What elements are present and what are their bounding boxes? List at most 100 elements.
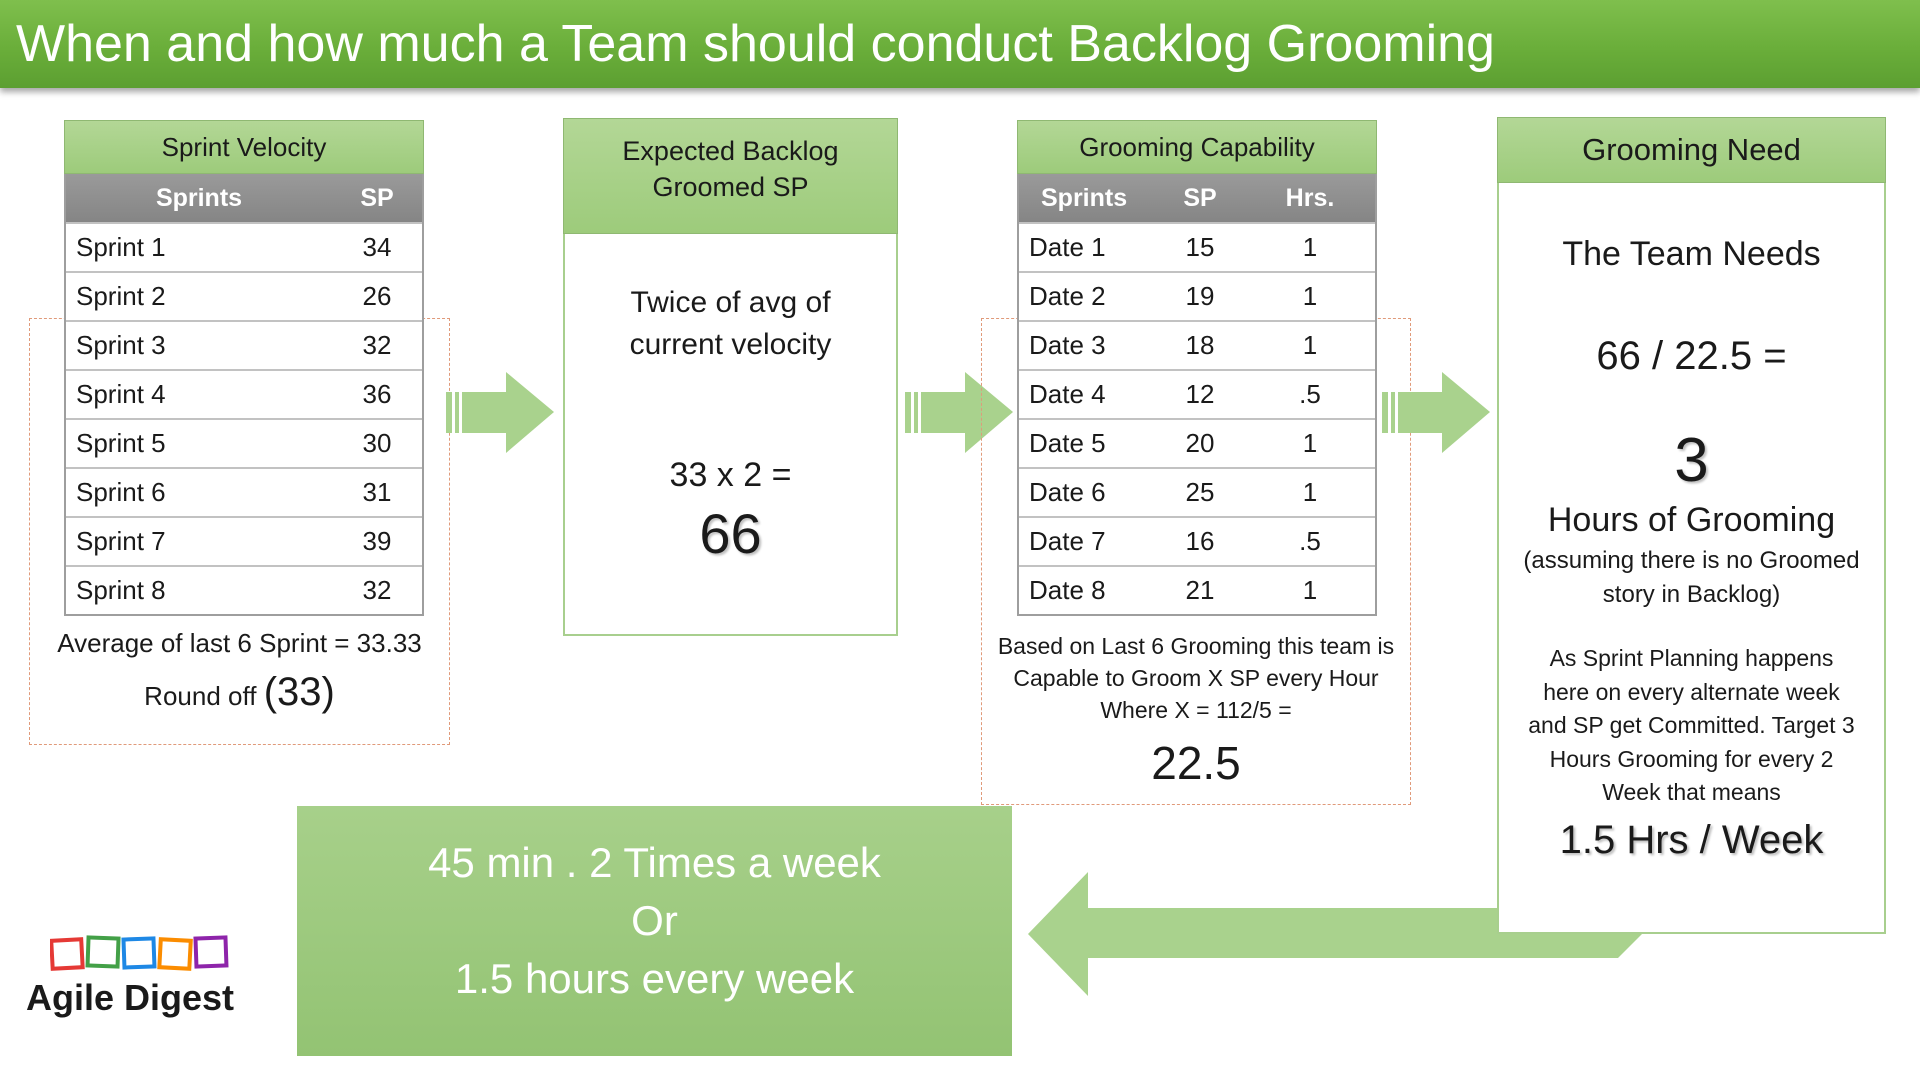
grooming-hrs: .5 <box>1245 369 1375 419</box>
sprint-sp: 32 <box>332 320 422 370</box>
arrow-right-icon <box>905 372 1013 453</box>
need-planning-line: and SP get Committed. Target 3 <box>1528 712 1855 738</box>
velocity-round-off: Round off (33) <box>29 670 450 715</box>
grooming-date: Date 6 <box>1019 467 1155 517</box>
sprint-sp: 31 <box>332 467 422 517</box>
grooming-sp: 20 <box>1155 418 1245 468</box>
table-row: Sprint 4 36 <box>66 369 422 419</box>
sprint-name: Sprint 8 <box>66 565 332 614</box>
expected-formula: 33 x 2 = <box>669 456 792 494</box>
capability-result: 22.5 <box>1151 737 1241 789</box>
expected-description-line: current velocity <box>629 328 832 361</box>
logo-squares-icon <box>50 935 229 971</box>
sprint-velocity-header: Sprint Velocity <box>64 120 424 174</box>
grooming-sp: 25 <box>1155 467 1245 517</box>
sprint-sp: 26 <box>332 271 422 321</box>
grooming-hrs: 1 <box>1245 565 1375 614</box>
table-row: Sprint 5 30 <box>66 418 422 468</box>
expected-header-line: Groomed SP <box>652 172 809 202</box>
grooming-hrs: 1 <box>1245 320 1375 370</box>
need-planning-line: here on every alternate week <box>1543 678 1840 705</box>
table-row: Sprint 6 31 <box>66 467 422 517</box>
grooming-date: Date 3 <box>1019 320 1155 370</box>
sprint-name: Sprint 4 <box>66 369 332 419</box>
page-title: When and how much a Team should conduct … <box>0 0 1920 88</box>
logo-square-green <box>85 935 121 969</box>
capability-note-line: Based on Last 6 Grooming this team is <box>997 633 1395 659</box>
summary-line: 45 min . 2 Times a week <box>428 839 881 886</box>
need-result: 3 <box>1674 426 1709 495</box>
expected-description-line: Twice of avg of <box>630 286 831 319</box>
capability-note-line: Where X = 112/5 = <box>1100 697 1292 723</box>
table-row: Date 6 25 1 <box>1019 467 1375 517</box>
table-row: Sprint 3 32 <box>66 320 422 370</box>
need-hours-label: Hours of Grooming <box>1547 501 1836 539</box>
grooming-date: Date 8 <box>1019 565 1155 614</box>
column-header-hrs: Hrs. <box>1245 174 1375 223</box>
agile-digest-logo: Agile Digest <box>26 935 256 1025</box>
summary-line: Or <box>631 897 678 944</box>
logo-text: Agile Digest <box>26 977 235 1018</box>
expected-header-line: Expected Backlog <box>622 136 839 166</box>
velocity-average-text: Average of last 6 Sprint = 33.33 <box>57 628 422 658</box>
arrow-right-icon <box>446 372 554 453</box>
need-planning-line: Week that means <box>1602 779 1781 805</box>
grooming-capability-table: Sprints SP Hrs. Date 1 15 1 Date 2 19 1 Date… <box>1019 174 1375 614</box>
grooming-capability-header: Grooming Capability <box>1017 120 1377 174</box>
logo-square-orange <box>157 937 193 971</box>
table-row: Sprint 7 39 <box>66 516 422 566</box>
column-header-sp: SP <box>332 174 422 223</box>
arrow-left-icon <box>1028 872 1668 996</box>
grooming-sp: 15 <box>1155 222 1245 272</box>
grooming-need-header: Grooming Need <box>1497 117 1886 183</box>
sprint-sp: 32 <box>332 565 422 614</box>
table-row: Sprint 8 32 <box>66 565 422 614</box>
table-row: Date 3 18 1 <box>1019 320 1375 370</box>
grooming-date: Date 5 <box>1019 418 1155 468</box>
grooming-sp: 16 <box>1155 516 1245 566</box>
grooming-capability-panel: Grooming Capability Sprints SP Hrs. Date… <box>1017 120 1377 616</box>
table-row: Date 7 16.5 <box>1019 516 1375 566</box>
grooming-date: Date 4 <box>1019 369 1155 419</box>
column-header-sprints: Sprints <box>66 174 332 223</box>
sprint-sp: 39 <box>332 516 422 566</box>
sprint-sp: 30 <box>332 418 422 468</box>
table-row: Date 8 21 1 <box>1019 565 1375 614</box>
expected-groomed-panel: Expected Backlog Groomed SP Twice of avg… <box>563 118 898 636</box>
summary-box: 45 min . 2 Times a week Or 1.5 hours eve… <box>297 806 1012 1056</box>
sprint-name: Sprint 3 <box>66 320 332 370</box>
grooming-hrs: .5 <box>1245 516 1375 566</box>
round-off-value: (33) <box>263 670 335 714</box>
need-formula: 66 / 22.5 = <box>1596 334 1787 378</box>
need-assumption-line: story in Backlog) <box>1602 581 1781 608</box>
grooming-sp: 19 <box>1155 271 1245 321</box>
table-row: Date 2 19 1 <box>1019 271 1375 321</box>
grooming-date: Date 7 <box>1019 516 1155 566</box>
grooming-hrs: 1 <box>1245 418 1375 468</box>
table-row: Sprint 1 34 <box>66 222 422 272</box>
logo-square-purple <box>193 935 229 969</box>
need-assumption-line: (assuming there is no Groomed <box>1523 547 1860 574</box>
summary-line: 1.5 hours every week <box>454 955 855 1002</box>
expected-groomed-header: Expected Backlog Groomed SP <box>563 118 898 234</box>
grooming-sp: 18 <box>1155 320 1245 370</box>
need-planning-line: Hours Grooming for every 2 <box>1549 745 1834 772</box>
grooming-hrs: 1 <box>1245 222 1375 272</box>
logo-square-red <box>50 937 85 971</box>
need-intro: The Team Needs <box>1562 235 1821 273</box>
grooming-hrs: 1 <box>1245 467 1375 517</box>
capability-note-line: Capable to Groom X SP every Hour <box>1013 665 1379 691</box>
arrow-right-icon <box>1382 372 1490 453</box>
capability-note: Based on Last 6 Grooming this team is Ca… <box>981 630 1411 790</box>
sprint-name: Sprint 5 <box>66 418 332 468</box>
grooming-sp: 21 <box>1155 565 1245 614</box>
table-row: Date 4 12.5 <box>1019 369 1375 419</box>
grooming-need-panel: Grooming Need The Team Needs 66 / 22.5 =… <box>1497 117 1886 934</box>
sprint-velocity-panel: Sprint Velocity Sprints SP Sprint 1 34 Sp… <box>64 120 424 616</box>
round-off-label: Round off <box>144 681 257 711</box>
sprint-name: Sprint 7 <box>66 516 332 566</box>
logo-square-blue <box>121 936 157 970</box>
sprint-name: Sprint 2 <box>66 271 332 321</box>
need-final: 1.5 Hrs / Week <box>1559 817 1824 862</box>
sprint-name: Sprint 6 <box>66 467 332 517</box>
